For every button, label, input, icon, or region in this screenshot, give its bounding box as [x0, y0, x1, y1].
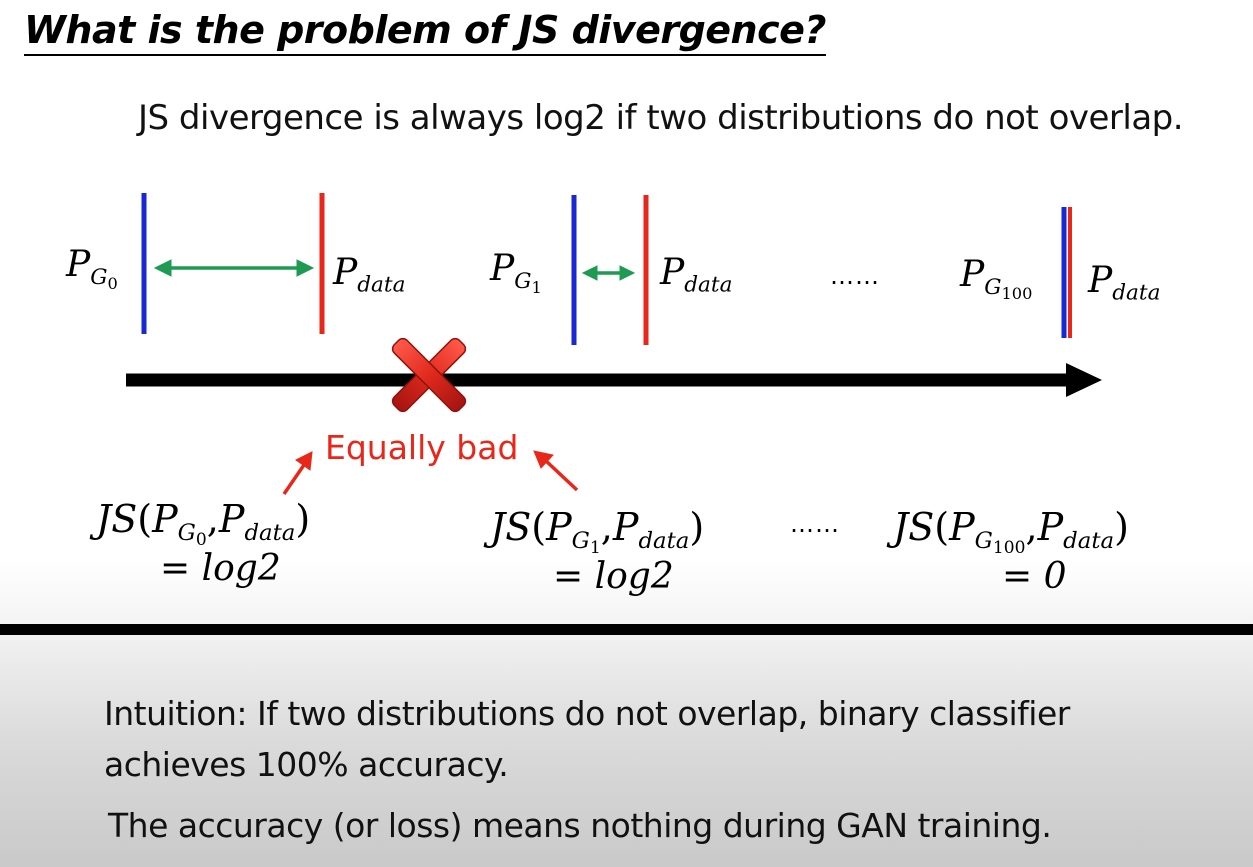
- label-pdata-1: Pdata: [660, 252, 733, 298]
- distance-arrow-1: [581, 265, 636, 281]
- slide-title: What is the problem of JS divergence?: [24, 8, 826, 56]
- distance-arrow-0: [153, 259, 315, 277]
- js-value-g100: = 0: [1002, 556, 1067, 597]
- ellipsis-top: ……: [830, 262, 880, 290]
- annotation-arrow-left: [282, 451, 313, 495]
- label-pg0: PG0: [66, 244, 118, 293]
- label-pg1: PG1: [490, 248, 542, 297]
- js-value-g1: = log2: [553, 556, 674, 597]
- intuition-line-1: Intuition: If two distributions do not o…: [104, 694, 1070, 733]
- cross-mark-icon: [391, 337, 467, 413]
- ellipsis-bottom: ……: [790, 510, 840, 538]
- equally-bad-annotation: Equally bad: [325, 428, 519, 467]
- js-expression-g1: JS(PG1,Pdata): [490, 505, 705, 559]
- annotation-arrow-right: [533, 450, 579, 492]
- label-pg100: PG100: [960, 254, 1033, 303]
- js-value-g0: = log2: [160, 548, 281, 589]
- label-pdata-0: Pdata: [333, 252, 406, 298]
- label-pdata-100: Pdata: [1088, 260, 1161, 306]
- js-expression-g100: JS(PG100,Pdata): [893, 505, 1129, 559]
- divider-bar: [0, 624, 1253, 635]
- js-expression-g0: JS(PG0,Pdata): [96, 497, 311, 551]
- training-axis-arrow: [126, 363, 1102, 397]
- slide-statement: JS divergence is always log2 if two dist…: [138, 98, 1184, 138]
- conclusion-text: The accuracy (or loss) means nothing dur…: [108, 806, 1052, 845]
- lower-gradient-panel: [0, 560, 1253, 867]
- intuition-line-2: achieves 100% accuracy.: [104, 745, 509, 784]
